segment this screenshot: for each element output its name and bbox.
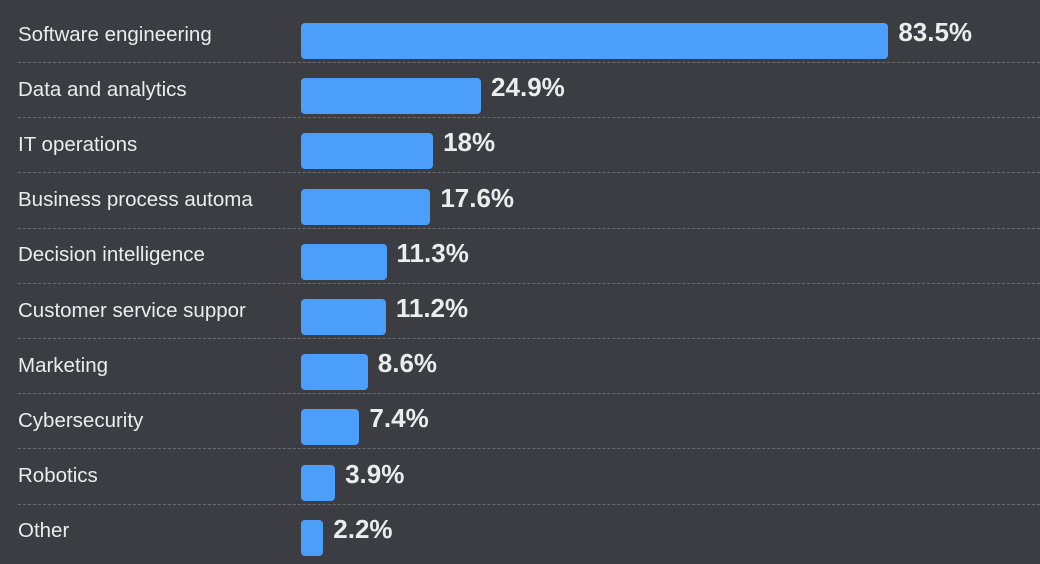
value-label: 7.4%	[369, 403, 429, 434]
chart-row: Business process automa 17.6%	[18, 173, 1040, 229]
value-label: 11.3%	[396, 237, 469, 268]
chart-row: Other 2.2%	[18, 504, 1040, 559]
value-label: 2.2%	[333, 513, 393, 544]
chart-row: Decision intelligence 11.3%	[18, 228, 1040, 284]
category-label: Decision intelligence	[18, 243, 205, 267]
chart-row: IT operations 18%	[18, 117, 1040, 174]
category-label: Data and analytics	[18, 77, 187, 101]
chart-row: Cybersecurity 7.4%	[18, 393, 1040, 450]
bar	[301, 354, 368, 391]
value-label: 83.5%	[898, 17, 973, 47]
category-label: Marketing	[18, 353, 109, 377]
chart-row: Marketing 8.6%	[18, 338, 1040, 395]
category-label: Customer service suppor	[18, 298, 246, 322]
category-label: Robotics	[18, 464, 98, 488]
value-label: 8.6%	[377, 348, 438, 379]
category-label: Software engineering	[18, 22, 212, 46]
bar	[301, 243, 387, 280]
value-label: 11.2%	[395, 293, 469, 323]
bar	[301, 78, 482, 115]
bar	[301, 188, 431, 225]
value-label: 18%	[443, 127, 496, 158]
bar	[301, 133, 434, 170]
bar	[301, 299, 386, 335]
category-label: Other	[18, 519, 70, 543]
category-label: Cybersecurity	[18, 408, 144, 432]
bar	[301, 409, 360, 446]
chart-row: Data and analytics 24.9%	[18, 62, 1040, 119]
value-label: 3.9%	[345, 458, 405, 489]
value-label: 17.6%	[440, 182, 515, 213]
bar	[301, 519, 324, 556]
bar	[301, 23, 889, 59]
chart-row: Robotics 3.9%	[18, 449, 1040, 505]
value-label: 24.9%	[491, 72, 565, 103]
category-label: IT operations	[18, 132, 138, 156]
bar	[301, 464, 336, 501]
chart-row: Software engineering 83.5%	[18, 7, 1040, 63]
chart-row: Customer service suppor 11.2%	[18, 283, 1040, 339]
category-label: Business process automa	[18, 188, 253, 212]
